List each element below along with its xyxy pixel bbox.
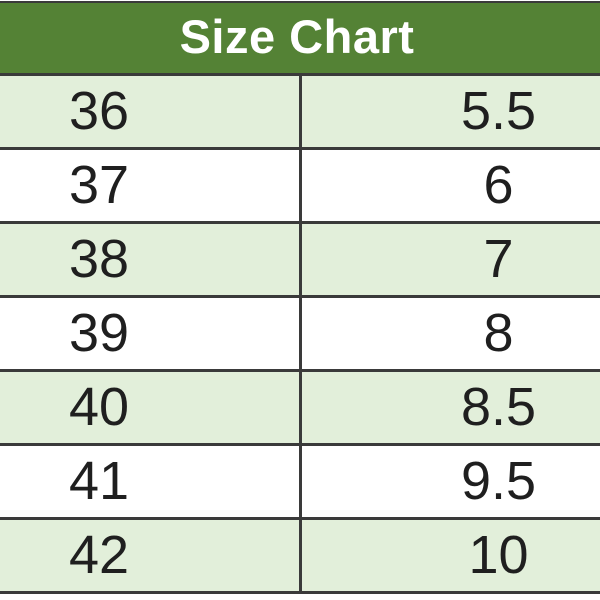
table-cell-left: 38 — [0, 224, 302, 295]
table-cell-right: 8.5 — [460, 376, 537, 437]
table-row: 38 7 — [0, 224, 600, 298]
table-row: 37 6 — [0, 150, 600, 224]
table-cell-right: 5.5 — [460, 80, 537, 141]
table-row: 40 8.5 — [0, 372, 600, 446]
table-header: Size Chart — [0, 1, 600, 76]
table-cell-right: 9.5 — [460, 450, 537, 511]
table-cell-right: 6 — [483, 154, 514, 215]
table-row: 41 9.5 — [0, 446, 600, 520]
table-cell-left: 37 — [0, 150, 302, 221]
table-cell-left: 39 — [0, 298, 302, 369]
table-row: 36 5.5 — [0, 76, 600, 150]
table-cell-left: 42 — [0, 520, 302, 591]
table-cell-right: 7 — [483, 228, 514, 289]
table-title: Size Chart — [179, 9, 415, 63]
table-cell-left: 41 — [0, 446, 302, 517]
table-row: 42 10 — [0, 520, 600, 594]
table-cell-left: 40 — [0, 372, 302, 443]
table-cell-right: 10 — [468, 524, 529, 585]
table-cell-left: 36 — [0, 76, 302, 147]
table-row: 39 8 — [0, 298, 600, 372]
table-cell-right: 8 — [483, 302, 514, 363]
